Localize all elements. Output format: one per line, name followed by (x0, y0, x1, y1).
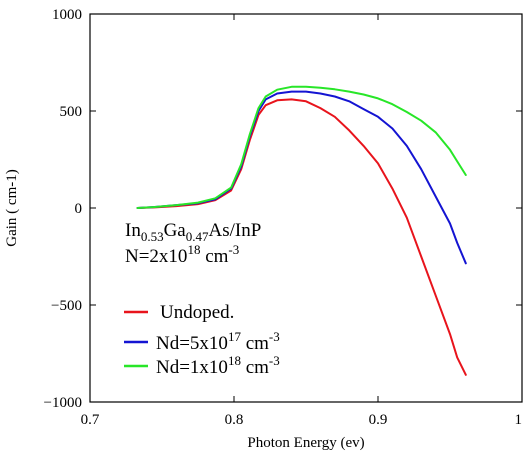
y-tick-label: −1000 (44, 395, 82, 411)
y-axis-title: Gain ( cm-1) (4, 169, 20, 246)
material-in-subscript: 0.53 (141, 229, 164, 244)
series-layer (136, 85, 467, 376)
legend: Undoped. Nd=5x1017 cm-3 Nd=1x1018 cm-3 (124, 302, 280, 378)
density-base: N=2x10 (125, 246, 187, 267)
x-tick-label: 0.8 (225, 412, 244, 428)
legend-label-undoped: Undoped. (160, 302, 234, 323)
y-tick-label: 500 (60, 104, 83, 120)
material-annotation: In0.53Ga0.47As/InP (125, 220, 261, 244)
series-line-2 (136, 85, 467, 209)
x-axis-title: Photon Energy (ev) (247, 435, 364, 451)
legend-nd-1e18-unit: cm (241, 357, 269, 378)
x-tick-label: 1 (515, 412, 523, 428)
y-tick-label: 0 (75, 201, 83, 217)
legend-nd-1e18-unit-exponent: -3 (269, 353, 280, 368)
material-ga-subscript: 0.47 (186, 229, 209, 244)
legend-nd-5e17-unit-exponent: -3 (269, 329, 280, 344)
legend-label-nd-5e17: Nd=5x1017 cm-3 (156, 329, 280, 354)
axis-ticks: 0.7 0.8 0.9 1 −1000 −500 0 500 1000 (44, 7, 523, 428)
material-ga: Ga (164, 220, 187, 241)
material-in: In (125, 220, 141, 241)
legend-nd-1e18-base: Nd=1x10 (156, 357, 228, 378)
legend-nd-1e18-exponent: 18 (228, 353, 241, 368)
legend-nd-5e17-exponent: 17 (228, 329, 242, 344)
material-rest: As/InP (208, 220, 261, 241)
legend-nd-5e17-base: Nd=5x10 (156, 333, 228, 354)
density-exponent: 18 (187, 242, 200, 257)
density-annotation: N=2x1018 cm-3 (125, 242, 239, 267)
x-tick-label: 0.9 (369, 412, 388, 428)
legend-nd-5e17-unit: cm (241, 333, 269, 354)
x-tick-label: 0.7 (81, 412, 100, 428)
legend-label-nd-1e18: Nd=1x1018 cm-3 (156, 353, 280, 378)
density-unit-exponent: -3 (228, 242, 239, 257)
density-unit: cm (200, 246, 228, 267)
y-tick-label: 1000 (52, 7, 82, 23)
y-tick-label: −500 (51, 298, 82, 314)
